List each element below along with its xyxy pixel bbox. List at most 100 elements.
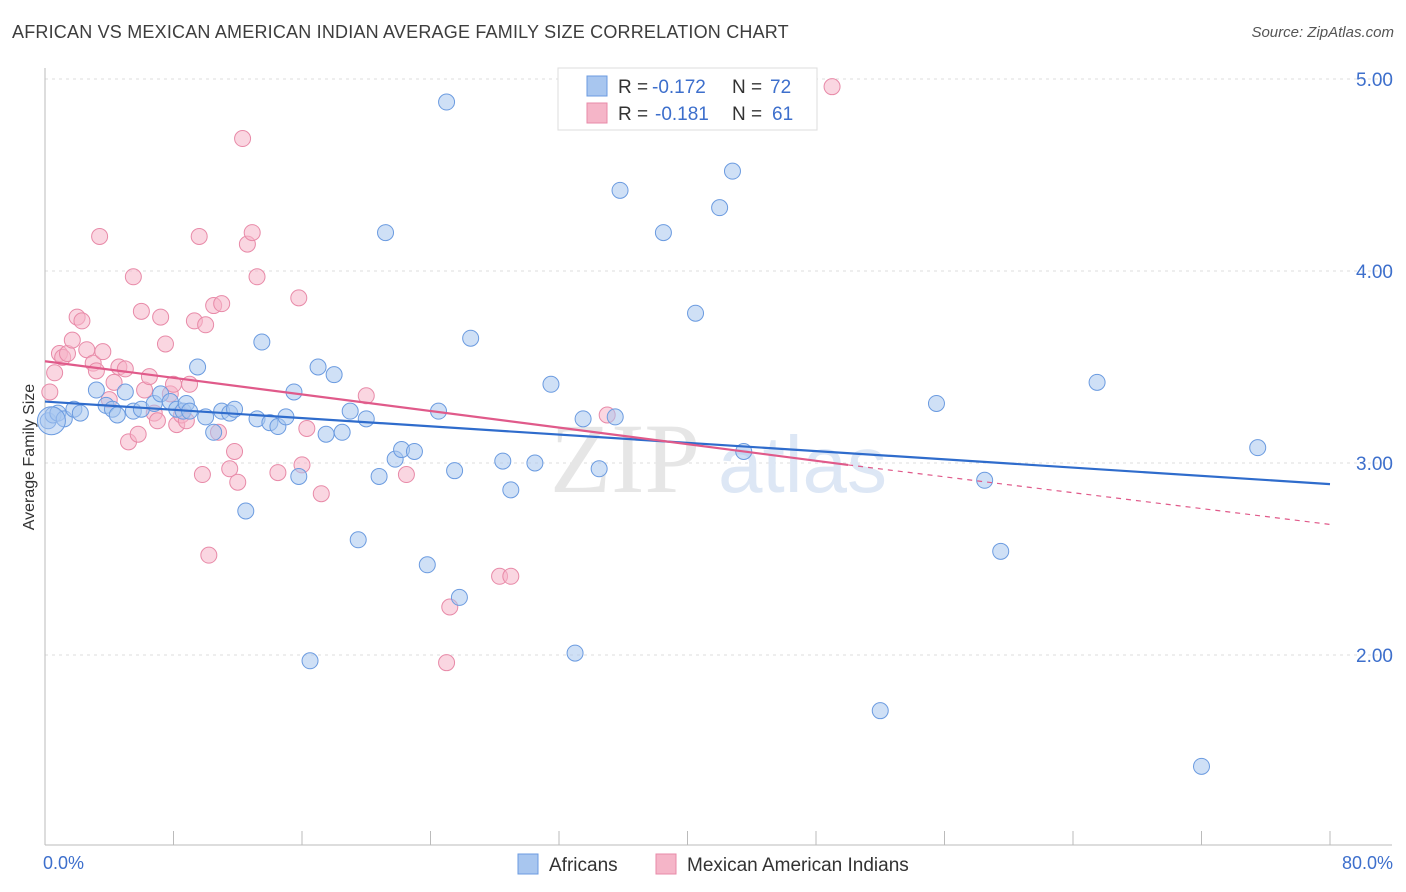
- mexican-point-42: [226, 442, 244, 460]
- african-point-47: [418, 556, 436, 574]
- chart-title: AFRICAN VS MEXICAN AMERICAN INDIAN AVERA…: [12, 22, 789, 42]
- mexican-point-58: [502, 567, 520, 585]
- mexican-point-51: [298, 419, 316, 437]
- bottom-legend-swatch-africans: [517, 853, 539, 875]
- tick-labels: 2.00 3.00 4.00 5.00 0.0% 80.0%: [43, 70, 1393, 873]
- african-point-60: [606, 408, 624, 426]
- bottom-legend-africans: Africans: [549, 855, 618, 876]
- trend-mexican-extension: [848, 464, 1331, 526]
- watermark-atlas: atlas: [718, 420, 887, 509]
- african-point-52: [462, 329, 480, 347]
- mexican-point-16: [116, 360, 134, 378]
- legend-r-value-2: -0.181: [655, 104, 709, 125]
- mexican-point-1: [46, 364, 64, 382]
- mexican-point-36: [197, 316, 215, 334]
- african-point-20: [189, 358, 207, 376]
- mexican-point-52: [312, 485, 330, 503]
- mexican-point-24: [148, 412, 166, 430]
- bottom-legend-mexican: Mexican American Indians: [687, 855, 909, 876]
- legend-n-label-2: N =: [732, 104, 762, 125]
- african-point-50: [446, 462, 464, 480]
- african-point-6: [87, 381, 105, 399]
- african-point-28: [253, 333, 271, 351]
- trend-mexican: [44, 360, 849, 467]
- mexican-point-26: [156, 335, 174, 353]
- mexican-point-7: [73, 312, 91, 330]
- mexican-point-41: [221, 460, 239, 478]
- african-point-9: [108, 406, 126, 424]
- y-tick-label-3: 5.00: [1356, 70, 1393, 91]
- mexican-point-60: [823, 78, 841, 96]
- african-point-53: [494, 452, 512, 470]
- african-point-72: [1193, 757, 1210, 775]
- watermark: ZIP atlas: [550, 403, 887, 514]
- african-point-22: [205, 423, 223, 441]
- african-point-69: [976, 471, 994, 489]
- african-point-73: [1249, 439, 1267, 457]
- african-point-41: [357, 410, 375, 428]
- mexican-point-46: [243, 224, 261, 242]
- african-point-59: [590, 460, 608, 478]
- mexican-point-47: [248, 268, 266, 286]
- y-tick-label-1: 3.00: [1356, 454, 1393, 475]
- african-point-5: [71, 404, 89, 422]
- axes: [44, 68, 1392, 846]
- grid-lines: [45, 78, 1392, 656]
- african-point-39: [341, 402, 359, 420]
- african-point-51: [450, 588, 468, 606]
- trend-africans: [44, 400, 1331, 486]
- african-point-55: [526, 454, 544, 472]
- african-point-70: [992, 542, 1010, 560]
- legend-n-label-1: N =: [732, 77, 762, 98]
- y-tick-label-0: 2.00: [1356, 646, 1393, 667]
- african-point-67: [871, 702, 889, 720]
- african-point-40: [349, 531, 367, 549]
- african-point-56: [542, 375, 560, 393]
- mexican-point-48: [269, 464, 287, 482]
- mexican-point-25: [152, 308, 170, 326]
- mexican-point-49: [290, 289, 308, 307]
- chart-source: Source: ZipAtlas.com: [1251, 24, 1394, 41]
- african-point-33: [290, 467, 308, 485]
- african-point-38: [333, 423, 351, 441]
- mexican-point-44: [234, 130, 252, 148]
- mexican-point-11: [91, 227, 109, 245]
- bottom-legend: Africans Mexican American Indians: [517, 853, 909, 876]
- legend-n-value-1: 72: [770, 77, 791, 98]
- african-point-10: [116, 383, 134, 401]
- african-cluster-point: [36, 406, 66, 436]
- african-point-71: [1088, 373, 1106, 391]
- legend-n-value-2: 61: [772, 104, 793, 125]
- mexican-point-55: [438, 654, 456, 672]
- african-point-43: [377, 224, 395, 242]
- bottom-legend-swatch-mexican: [655, 853, 677, 875]
- african-point-63: [687, 304, 705, 322]
- mexican-point-35: [193, 466, 211, 484]
- legend-swatch-africans: [586, 75, 608, 97]
- mexican-point-40: [213, 295, 231, 313]
- african-point-49: [438, 93, 456, 111]
- african-point-57: [566, 644, 584, 662]
- mexican-point-43: [229, 473, 247, 491]
- mexican-point-14: [105, 373, 123, 391]
- african-point-46: [405, 442, 423, 460]
- legend-swatch-mexican: [586, 102, 608, 124]
- mexican-point-0: [41, 383, 59, 401]
- african-point-65: [723, 162, 741, 180]
- y-axis-label: Average Family Size: [21, 384, 38, 531]
- mexican-point-10: [87, 362, 105, 380]
- african-point-54: [502, 481, 520, 499]
- mexican-point-18: [124, 268, 142, 286]
- african-point-36: [317, 425, 335, 443]
- african-point-37: [325, 366, 343, 384]
- watermark-zip: ZIP: [550, 403, 700, 514]
- african-point-58: [574, 410, 592, 428]
- legend-r-label-1: R =: [618, 77, 648, 98]
- mexican-point-54: [397, 466, 415, 484]
- legend-box: R = -0.172 N = 72 R = -0.181 N = 61: [557, 67, 818, 131]
- mexican-point-5: [63, 331, 81, 349]
- y-tick-label-2: 4.00: [1356, 262, 1393, 283]
- african-point-35: [309, 358, 327, 376]
- x-tick-label-1: 80.0%: [1342, 853, 1393, 873]
